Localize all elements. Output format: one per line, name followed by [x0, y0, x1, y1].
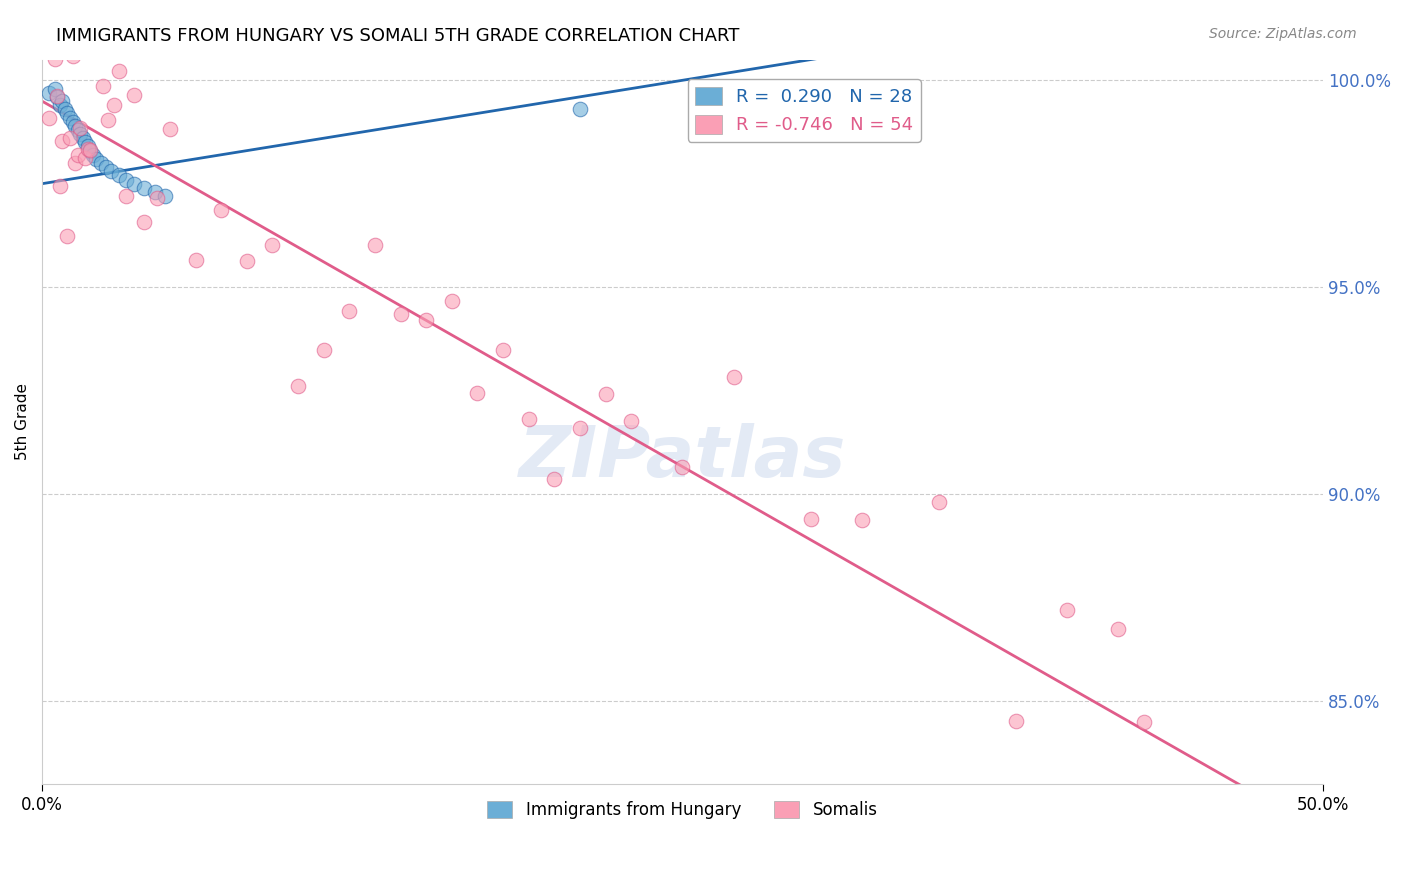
Point: [568, 102, 591, 116]
Point: [56, 229, 79, 244]
Point: [59, 111, 82, 125]
Point: [97, 112, 120, 127]
Point: [159, 122, 181, 136]
Point: [337, 304, 360, 318]
Point: [107, 169, 129, 183]
Point: [38, 86, 60, 100]
Point: [209, 203, 232, 218]
Point: [1056, 603, 1078, 617]
Point: [1004, 714, 1026, 728]
Point: [77, 139, 100, 153]
Point: [59, 131, 82, 145]
Point: [800, 512, 823, 526]
Point: [107, 63, 129, 78]
Point: [262, 238, 284, 252]
Point: [66, 148, 89, 162]
Point: [79, 144, 101, 158]
Point: [153, 189, 176, 203]
Point: [69, 120, 91, 135]
Point: [48, 98, 70, 112]
Point: [66, 123, 89, 137]
Point: [75, 136, 97, 150]
Point: [671, 460, 693, 475]
Point: [517, 412, 540, 426]
Point: [44, 52, 66, 66]
Point: [134, 181, 156, 195]
Point: [82, 148, 104, 162]
Point: [184, 252, 207, 267]
Point: [72, 43, 94, 57]
Point: [69, 127, 91, 141]
Point: [77, 142, 100, 156]
Point: [62, 114, 84, 128]
Point: [53, 102, 76, 116]
Point: [84, 152, 107, 166]
Text: ZIPatlas: ZIPatlas: [519, 424, 846, 492]
Point: [851, 513, 873, 527]
Point: [63, 156, 86, 170]
Point: [79, 144, 101, 158]
Point: [87, 18, 110, 32]
Point: [1132, 714, 1154, 729]
Point: [568, 420, 591, 434]
Point: [492, 343, 515, 358]
Point: [91, 79, 114, 94]
Point: [48, 179, 70, 194]
Point: [415, 313, 437, 327]
Point: [143, 185, 166, 199]
Point: [82, 13, 104, 28]
Point: [62, 48, 84, 62]
Point: [115, 172, 138, 186]
Point: [440, 293, 463, 308]
Point: [51, 135, 73, 149]
Point: [51, 94, 73, 108]
Point: [122, 88, 145, 103]
Text: Source: ZipAtlas.com: Source: ZipAtlas.com: [1209, 27, 1357, 41]
Point: [312, 343, 335, 357]
Point: [75, 151, 97, 165]
Point: [146, 192, 169, 206]
Point: [100, 164, 122, 178]
Point: [467, 386, 489, 401]
Legend: Immigrants from Hungary, Somalis: Immigrants from Hungary, Somalis: [481, 795, 884, 826]
Point: [1107, 622, 1129, 636]
Point: [122, 177, 145, 191]
Point: [115, 188, 138, 202]
Point: [134, 215, 156, 229]
Point: [595, 387, 617, 401]
Point: [38, 111, 60, 125]
Point: [620, 414, 643, 428]
Point: [543, 472, 565, 486]
Point: [44, 81, 66, 95]
Point: [389, 307, 412, 321]
Point: [236, 253, 259, 268]
Point: [90, 156, 112, 170]
Point: [364, 238, 387, 252]
Text: IMMIGRANTS FROM HUNGARY VS SOMALI 5TH GRADE CORRELATION CHART: IMMIGRANTS FROM HUNGARY VS SOMALI 5TH GR…: [56, 27, 740, 45]
Point: [103, 98, 125, 112]
Point: [56, 106, 79, 120]
Point: [94, 160, 117, 174]
Y-axis label: 5th Grade: 5th Grade: [15, 384, 30, 460]
Point: [46, 88, 69, 103]
Point: [63, 119, 86, 133]
Point: [287, 379, 309, 393]
Point: [46, 90, 69, 104]
Point: [72, 131, 94, 145]
Point: [928, 495, 950, 509]
Point: [723, 370, 745, 384]
Point: [53, 25, 76, 39]
